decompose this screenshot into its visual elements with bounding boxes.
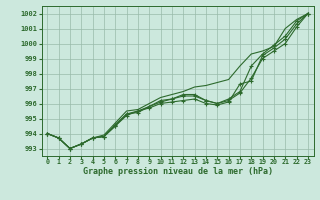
X-axis label: Graphe pression niveau de la mer (hPa): Graphe pression niveau de la mer (hPa) — [83, 167, 273, 176]
